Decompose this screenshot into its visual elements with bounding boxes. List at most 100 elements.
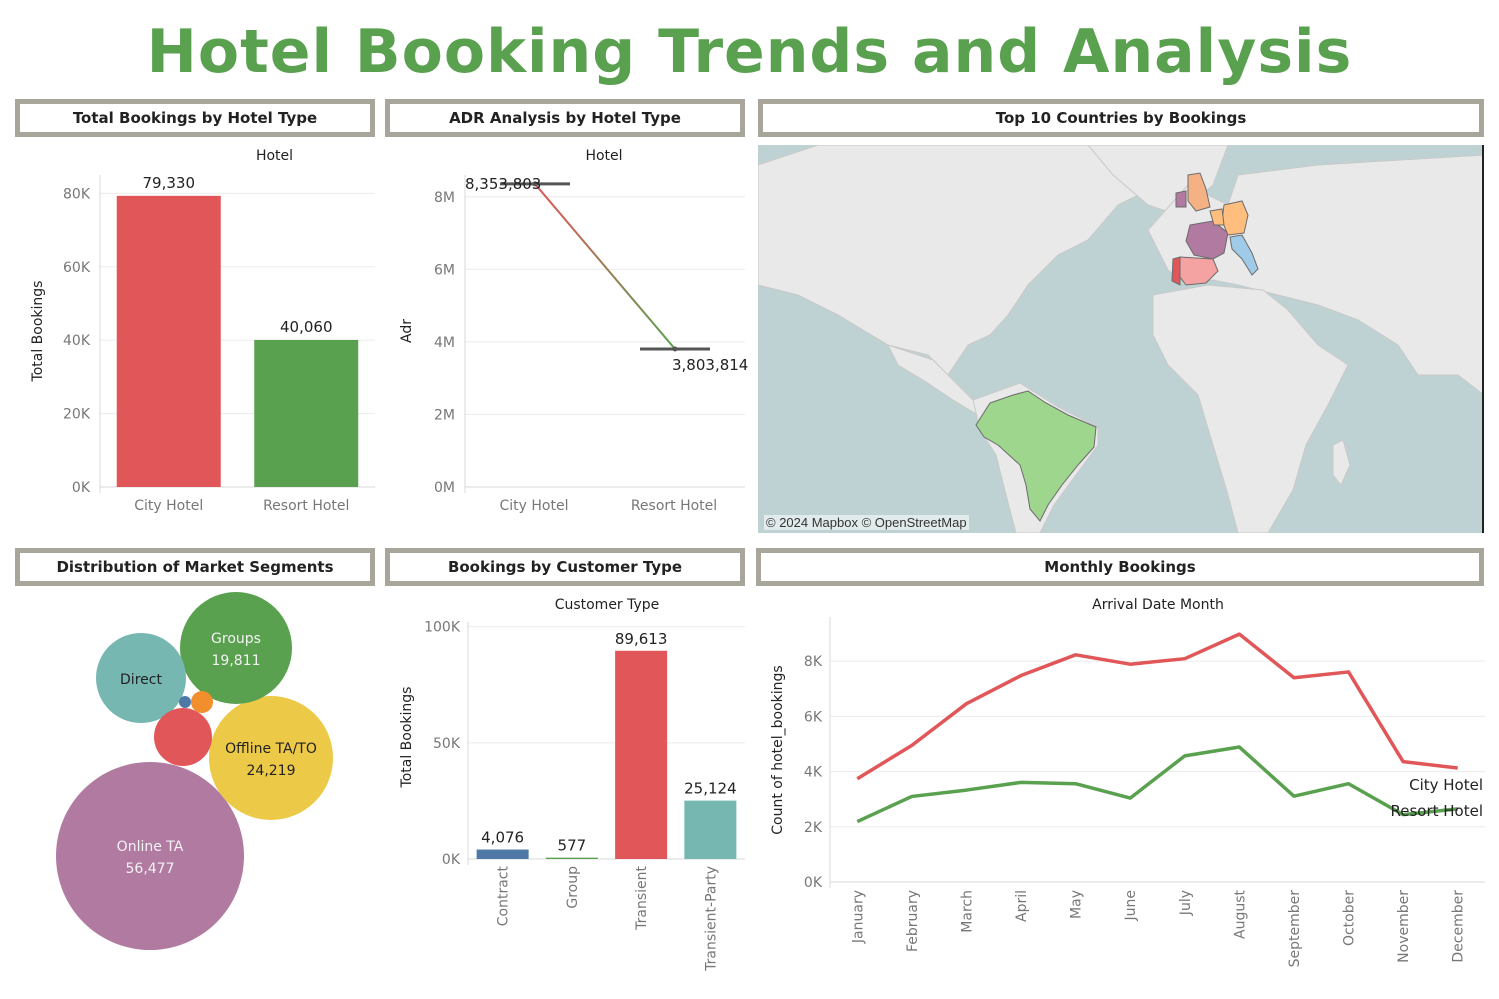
x-tick-label: May	[1069, 890, 1085, 919]
bubble	[56, 762, 244, 950]
bar-value-label: 79,330	[143, 174, 196, 192]
x-header: Hotel	[256, 148, 293, 164]
country-uk	[1187, 172, 1211, 212]
x-tick-label: City Hotel	[500, 498, 569, 514]
panel-title-adr-by-hotel: ADR Analysis by Hotel Type	[385, 99, 745, 137]
bubble	[209, 696, 333, 820]
map-attribution: © 2024 Mapbox © OpenStreetMap	[764, 515, 969, 530]
y-tick-label: 40K	[63, 333, 91, 349]
bar	[545, 857, 598, 859]
bar-value-label: 40,060	[280, 318, 333, 336]
bubble	[154, 708, 212, 766]
x-header: Hotel	[585, 148, 622, 164]
series-label: City Hotel	[1409, 776, 1483, 794]
bar	[254, 339, 359, 487]
y-axis-title: Count of hotel_bookings	[770, 665, 786, 834]
x-tick-label: January	[850, 890, 866, 944]
x-tick-label: Contract	[496, 865, 512, 926]
y-tick-label: 100K	[424, 620, 461, 636]
x-tick-label: April	[1014, 890, 1030, 922]
data-point	[532, 181, 538, 187]
bar-value-label: 577	[558, 837, 587, 855]
panel-title-monthly: Monthly Bookings	[756, 548, 1484, 586]
x-tick-label: Resort Hotel	[263, 498, 349, 514]
y-tick-label: 4M	[434, 335, 455, 351]
y-tick-label: 6K	[804, 709, 823, 725]
bubble-name-label: Offline TA/TO	[225, 741, 317, 757]
y-tick-label: 2K	[804, 820, 823, 836]
country-brazil	[975, 390, 1097, 522]
panel-title-market-segments: Distribution of Market Segments	[15, 548, 375, 586]
bar-value-label: 25,124	[684, 780, 737, 798]
bubble-value-label: 24,219	[247, 763, 296, 779]
country-portugal	[1171, 256, 1181, 286]
bubble-name-label: Direct	[120, 672, 162, 688]
dashboard-title: Hotel Booking Trends and Analysis	[146, 17, 1353, 87]
x-tick-label: Transient	[634, 866, 650, 931]
bar-value-label: 89,613	[615, 630, 668, 648]
y-tick-label: 20K	[63, 407, 91, 423]
country-ireland	[1175, 190, 1187, 208]
x-tick-label: July	[1178, 890, 1194, 916]
bubble	[96, 633, 186, 723]
x-tick-label: March	[959, 890, 975, 933]
y-tick-label: 50K	[433, 736, 461, 752]
y-tick-label: 60K	[63, 260, 91, 276]
bar	[116, 195, 221, 487]
bubble	[180, 592, 292, 704]
data-point	[672, 346, 678, 352]
x-tick-label: City Hotel	[134, 498, 203, 514]
panel-title-bookings-by-hotel: Total Bookings by Hotel Type	[15, 99, 375, 137]
y-tick-label: 6M	[434, 262, 455, 278]
y-tick-label: 8M	[434, 190, 455, 206]
world-map-svg	[758, 145, 1482, 533]
bubble-value-label: 19,811	[212, 653, 261, 669]
x-header: Arrival Date Month	[1092, 597, 1224, 613]
bar	[476, 849, 529, 859]
madagascar-land	[1332, 439, 1351, 486]
x-tick-label: Resort Hotel	[631, 498, 717, 514]
country-italy	[1229, 234, 1259, 276]
y-tick-label: 4K	[804, 765, 823, 781]
y-axis-title: Total Bookings	[30, 281, 46, 383]
y-tick-label: 0K	[442, 852, 461, 868]
x-tick-label: June	[1123, 890, 1139, 922]
y-axis-title: Total Bookings	[399, 687, 415, 789]
y-tick-label: 0M	[434, 480, 455, 496]
y-tick-label: 80K	[63, 186, 91, 202]
x-tick-label: December	[1451, 890, 1467, 963]
point-value-label: 8,353,803	[465, 175, 541, 193]
countries-map[interactable]: © 2024 Mapbox © OpenStreetMap	[758, 145, 1484, 533]
bubble	[191, 691, 213, 713]
point-value-label: 3,803,814	[672, 356, 748, 374]
x-header: Customer Type	[555, 597, 660, 613]
series-line	[856, 745, 1458, 824]
y-tick-label: 2M	[434, 407, 455, 423]
bubble-name-label: Groups	[211, 631, 261, 647]
x-tick-label: August	[1232, 889, 1248, 939]
panel-title-top-countries: Top 10 Countries by Bookings	[758, 99, 1484, 137]
series-label: Resort Hotel	[1390, 802, 1483, 820]
bar-value-label: 4,076	[481, 829, 524, 847]
y-tick-label: 0K	[72, 480, 91, 496]
x-tick-label: February	[905, 890, 921, 952]
y-axis-title: Adr	[399, 319, 415, 343]
bubble-name-label: Online TA	[117, 839, 184, 855]
country-netherlands-belgium	[1209, 208, 1225, 226]
bubble-value-label: 56,477	[126, 861, 175, 877]
adr-line	[534, 183, 676, 350]
africa-land	[1152, 284, 1349, 533]
x-tick-label: Transient-Party	[703, 866, 719, 972]
x-tick-label: November	[1396, 890, 1412, 963]
x-tick-label: September	[1287, 890, 1303, 968]
bubble	[179, 696, 191, 708]
bar	[615, 650, 668, 859]
y-tick-label: 0K	[804, 875, 823, 891]
panel-title-customer-type: Bookings by Customer Type	[385, 548, 745, 586]
x-tick-label: October	[1342, 890, 1358, 946]
